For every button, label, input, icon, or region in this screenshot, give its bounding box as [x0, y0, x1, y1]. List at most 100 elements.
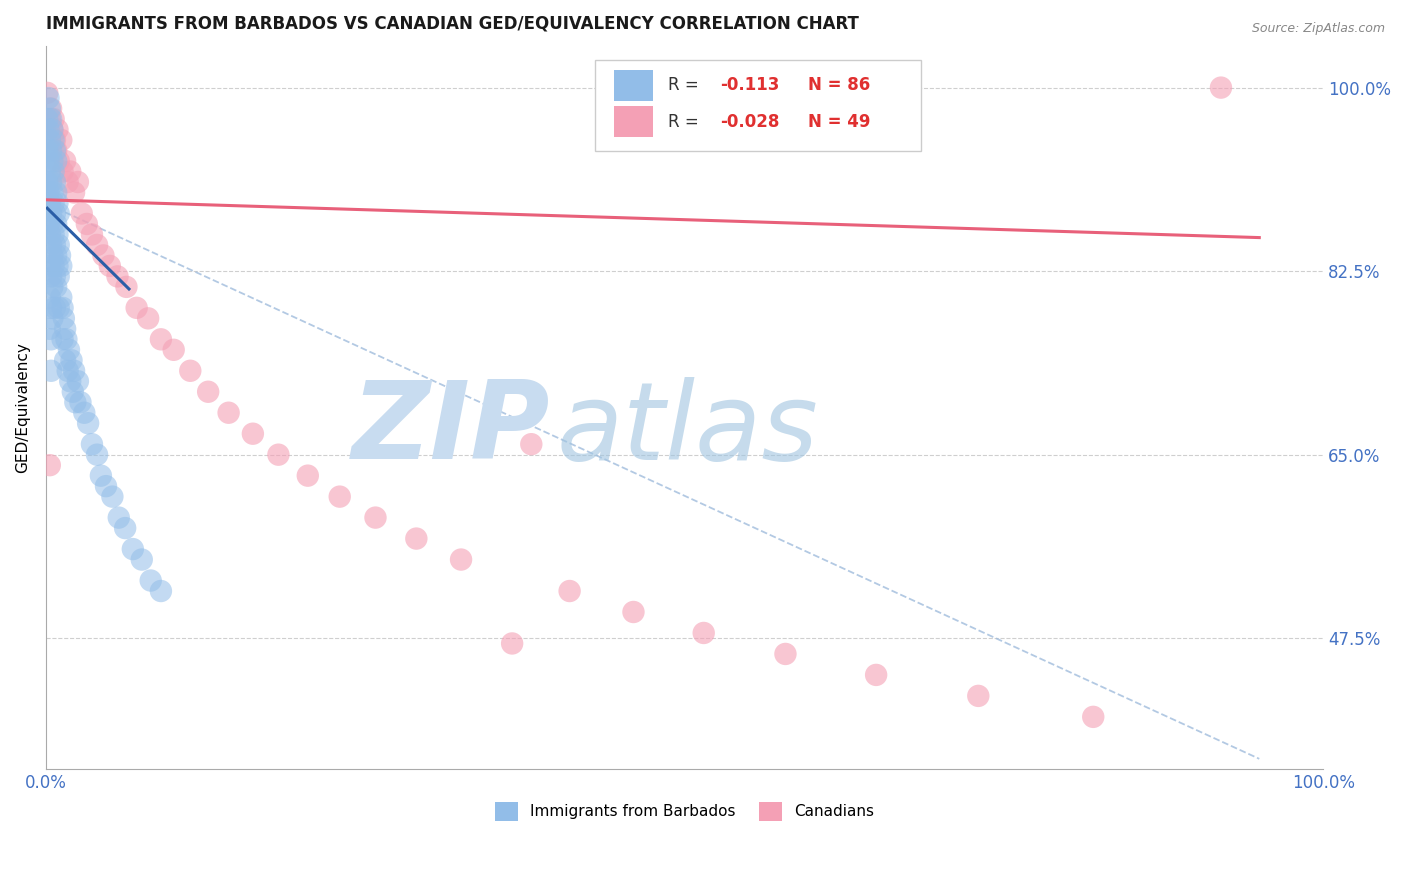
Point	[44, 206, 66, 220]
Point	[623, 605, 645, 619]
Point	[51, 290, 73, 304]
Text: ZIP: ZIP	[352, 376, 551, 483]
Point	[297, 468, 319, 483]
Point	[45, 280, 67, 294]
Text: R =: R =	[668, 112, 704, 130]
Point	[1209, 80, 1232, 95]
Point	[38, 164, 60, 178]
Point	[107, 269, 129, 284]
Point	[38, 458, 60, 472]
Point	[52, 311, 75, 326]
Point	[56, 175, 79, 189]
Text: IMMIGRANTS FROM BARBADOS VS CANADIAN GED/EQUIVALENCY CORRELATION CHART: IMMIGRANTS FROM BARBADOS VS CANADIAN GED…	[46, 15, 859, 33]
Point	[86, 238, 108, 252]
Point	[53, 353, 76, 368]
Point	[73, 406, 96, 420]
Text: atlas: atlas	[557, 376, 818, 482]
Point	[59, 374, 82, 388]
Point	[42, 133, 65, 147]
FancyBboxPatch shape	[614, 70, 652, 101]
Point	[38, 133, 60, 147]
Point	[139, 574, 162, 588]
Point	[364, 510, 387, 524]
Point	[48, 238, 70, 252]
Point	[51, 259, 73, 273]
Point	[55, 332, 77, 346]
Point	[65, 395, 87, 409]
Point	[405, 532, 427, 546]
Point	[48, 301, 70, 315]
Point	[98, 259, 121, 273]
Point	[967, 689, 990, 703]
Point	[39, 102, 62, 116]
Point	[41, 248, 63, 262]
Point	[39, 144, 62, 158]
Point	[42, 196, 65, 211]
Point	[42, 227, 65, 242]
Point	[39, 301, 62, 315]
Point	[41, 154, 63, 169]
Point	[865, 668, 887, 682]
Point	[44, 144, 66, 158]
Text: -0.113: -0.113	[720, 77, 780, 95]
Y-axis label: GED/Equivalency: GED/Equivalency	[15, 342, 30, 473]
Point	[37, 86, 59, 100]
Text: -0.028: -0.028	[720, 112, 780, 130]
Point	[39, 206, 62, 220]
Point	[48, 206, 70, 220]
Point	[38, 186, 60, 200]
Point	[38, 217, 60, 231]
Point	[218, 406, 240, 420]
Point	[121, 542, 143, 557]
Point	[44, 175, 66, 189]
Point	[38, 290, 60, 304]
Point	[38, 112, 60, 126]
Point	[39, 238, 62, 252]
Point	[38, 122, 60, 136]
Point	[41, 311, 63, 326]
Point	[149, 332, 172, 346]
Point	[267, 448, 290, 462]
Point	[70, 206, 93, 220]
Point	[52, 301, 75, 315]
Point	[42, 259, 65, 273]
Point	[38, 259, 60, 273]
Text: Source: ZipAtlas.com: Source: ZipAtlas.com	[1251, 22, 1385, 36]
Point	[80, 227, 103, 242]
Point	[46, 122, 69, 136]
Point	[39, 112, 62, 126]
Point	[62, 384, 84, 399]
Point	[775, 647, 797, 661]
Text: R =: R =	[668, 77, 704, 95]
Point	[39, 269, 62, 284]
Point	[51, 133, 73, 147]
Point	[44, 269, 66, 284]
Point	[39, 364, 62, 378]
Point	[107, 510, 129, 524]
Point	[45, 144, 67, 158]
Point	[693, 626, 716, 640]
Point	[49, 248, 72, 262]
Point	[48, 154, 70, 169]
Point	[93, 248, 115, 262]
Point	[53, 322, 76, 336]
Point	[80, 437, 103, 451]
Point	[42, 164, 65, 178]
Point	[38, 322, 60, 336]
Point	[38, 102, 60, 116]
Point	[41, 280, 63, 294]
Point	[197, 384, 219, 399]
Point	[45, 248, 67, 262]
Point	[77, 416, 100, 430]
Point	[39, 332, 62, 346]
Point	[163, 343, 186, 357]
Point	[136, 311, 159, 326]
Legend: Immigrants from Barbados, Canadians: Immigrants from Barbados, Canadians	[489, 796, 880, 827]
Point	[45, 186, 67, 200]
Point	[37, 175, 59, 189]
Point	[69, 395, 91, 409]
Point	[44, 301, 66, 315]
Point	[38, 227, 60, 242]
Point	[1083, 710, 1105, 724]
Text: N = 49: N = 49	[808, 112, 870, 130]
